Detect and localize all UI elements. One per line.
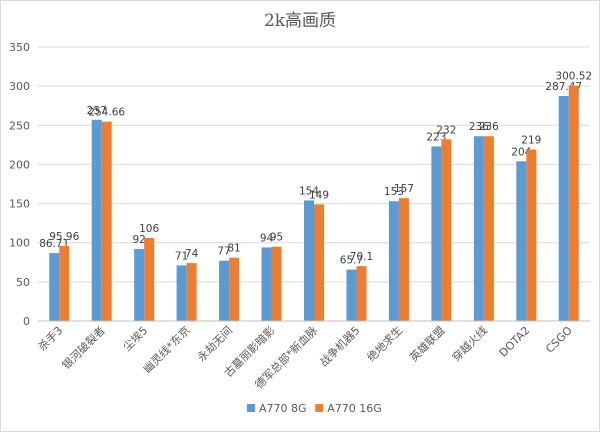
bar [176,265,187,321]
bar [558,95,569,321]
data-label: 71 [175,250,188,262]
bar [431,146,442,321]
data-label: 232 [436,124,456,136]
legend: A770 8G A770 16G [247,402,382,415]
data-label: 94 [260,232,274,244]
bar [219,260,230,321]
legend-label: A770 8G [259,402,307,415]
data-label: 300.52 [555,71,592,83]
data-label: 153 [384,186,404,198]
y-tick-label: 250 [9,119,30,132]
bar [398,198,409,321]
data-label: 106 [139,223,159,235]
data-label: 65.7 [340,255,363,267]
data-label: 74 [185,248,199,260]
bar [388,201,399,321]
y-tick-label: 50 [16,276,30,289]
y-tick-label: 0 [23,315,30,328]
y-tick-label: 100 [9,237,30,250]
bar [134,248,145,321]
bar [526,149,537,321]
bar [271,246,282,321]
bar [59,245,70,321]
x-tick-label: 永劫无间 [194,323,235,364]
chart-title: 2k高画质 [264,11,336,31]
data-label: 157 [394,183,414,195]
data-label: 95 [270,232,283,244]
bar [144,238,155,321]
y-tick-label: 300 [9,80,30,93]
data-label: 77 [217,246,230,258]
bar [229,257,240,321]
bar [314,204,324,321]
bar [261,247,272,321]
bar [568,85,579,321]
data-label: 257 [87,105,107,117]
x-tick-label: 杀手3 [35,323,65,353]
x-tick-label: CSGO [543,324,575,356]
data-label: 92 [132,234,145,246]
bar [91,119,102,321]
x-tick-label: 战争机器5 [317,323,363,369]
x-tick-label: 尘埃5 [120,323,150,353]
bar [356,266,367,321]
y-tick-label: 150 [9,198,30,211]
legend-swatch [315,404,324,412]
y-axis: 0 50 100 150 200 250 300 350 [9,41,30,328]
legend-swatch [247,404,255,412]
y-tick-label: 200 [9,158,30,171]
bar [346,269,357,321]
data-label: 236 [469,121,489,133]
y-tick-label: 350 [9,41,30,54]
bar [441,139,452,321]
bar [516,161,527,321]
bar [101,121,112,321]
bar [304,200,314,321]
bar [473,136,484,321]
data-label: 154 [299,185,319,197]
x-tick-label: DOTA2 [497,324,533,360]
data-label: 149 [309,189,329,201]
x-tick-label: 银河破裂者 [59,323,108,372]
data-label: 95.96 [49,231,79,243]
x-tick-label: 绝地求生 [364,323,405,364]
data-label: 70.1 [350,251,373,263]
x-tick-label: 英雄联盟 [406,323,447,364]
data-label: 254.66 [88,107,125,119]
bar [483,136,494,321]
x-tick-label: 穿越火线 [449,323,490,364]
legend-label: A770 16G [327,402,382,415]
bar [186,263,197,321]
data-label: 219 [521,135,541,147]
bar [49,253,60,321]
data-label: 81 [227,243,240,255]
data-label: 236 [479,121,499,133]
